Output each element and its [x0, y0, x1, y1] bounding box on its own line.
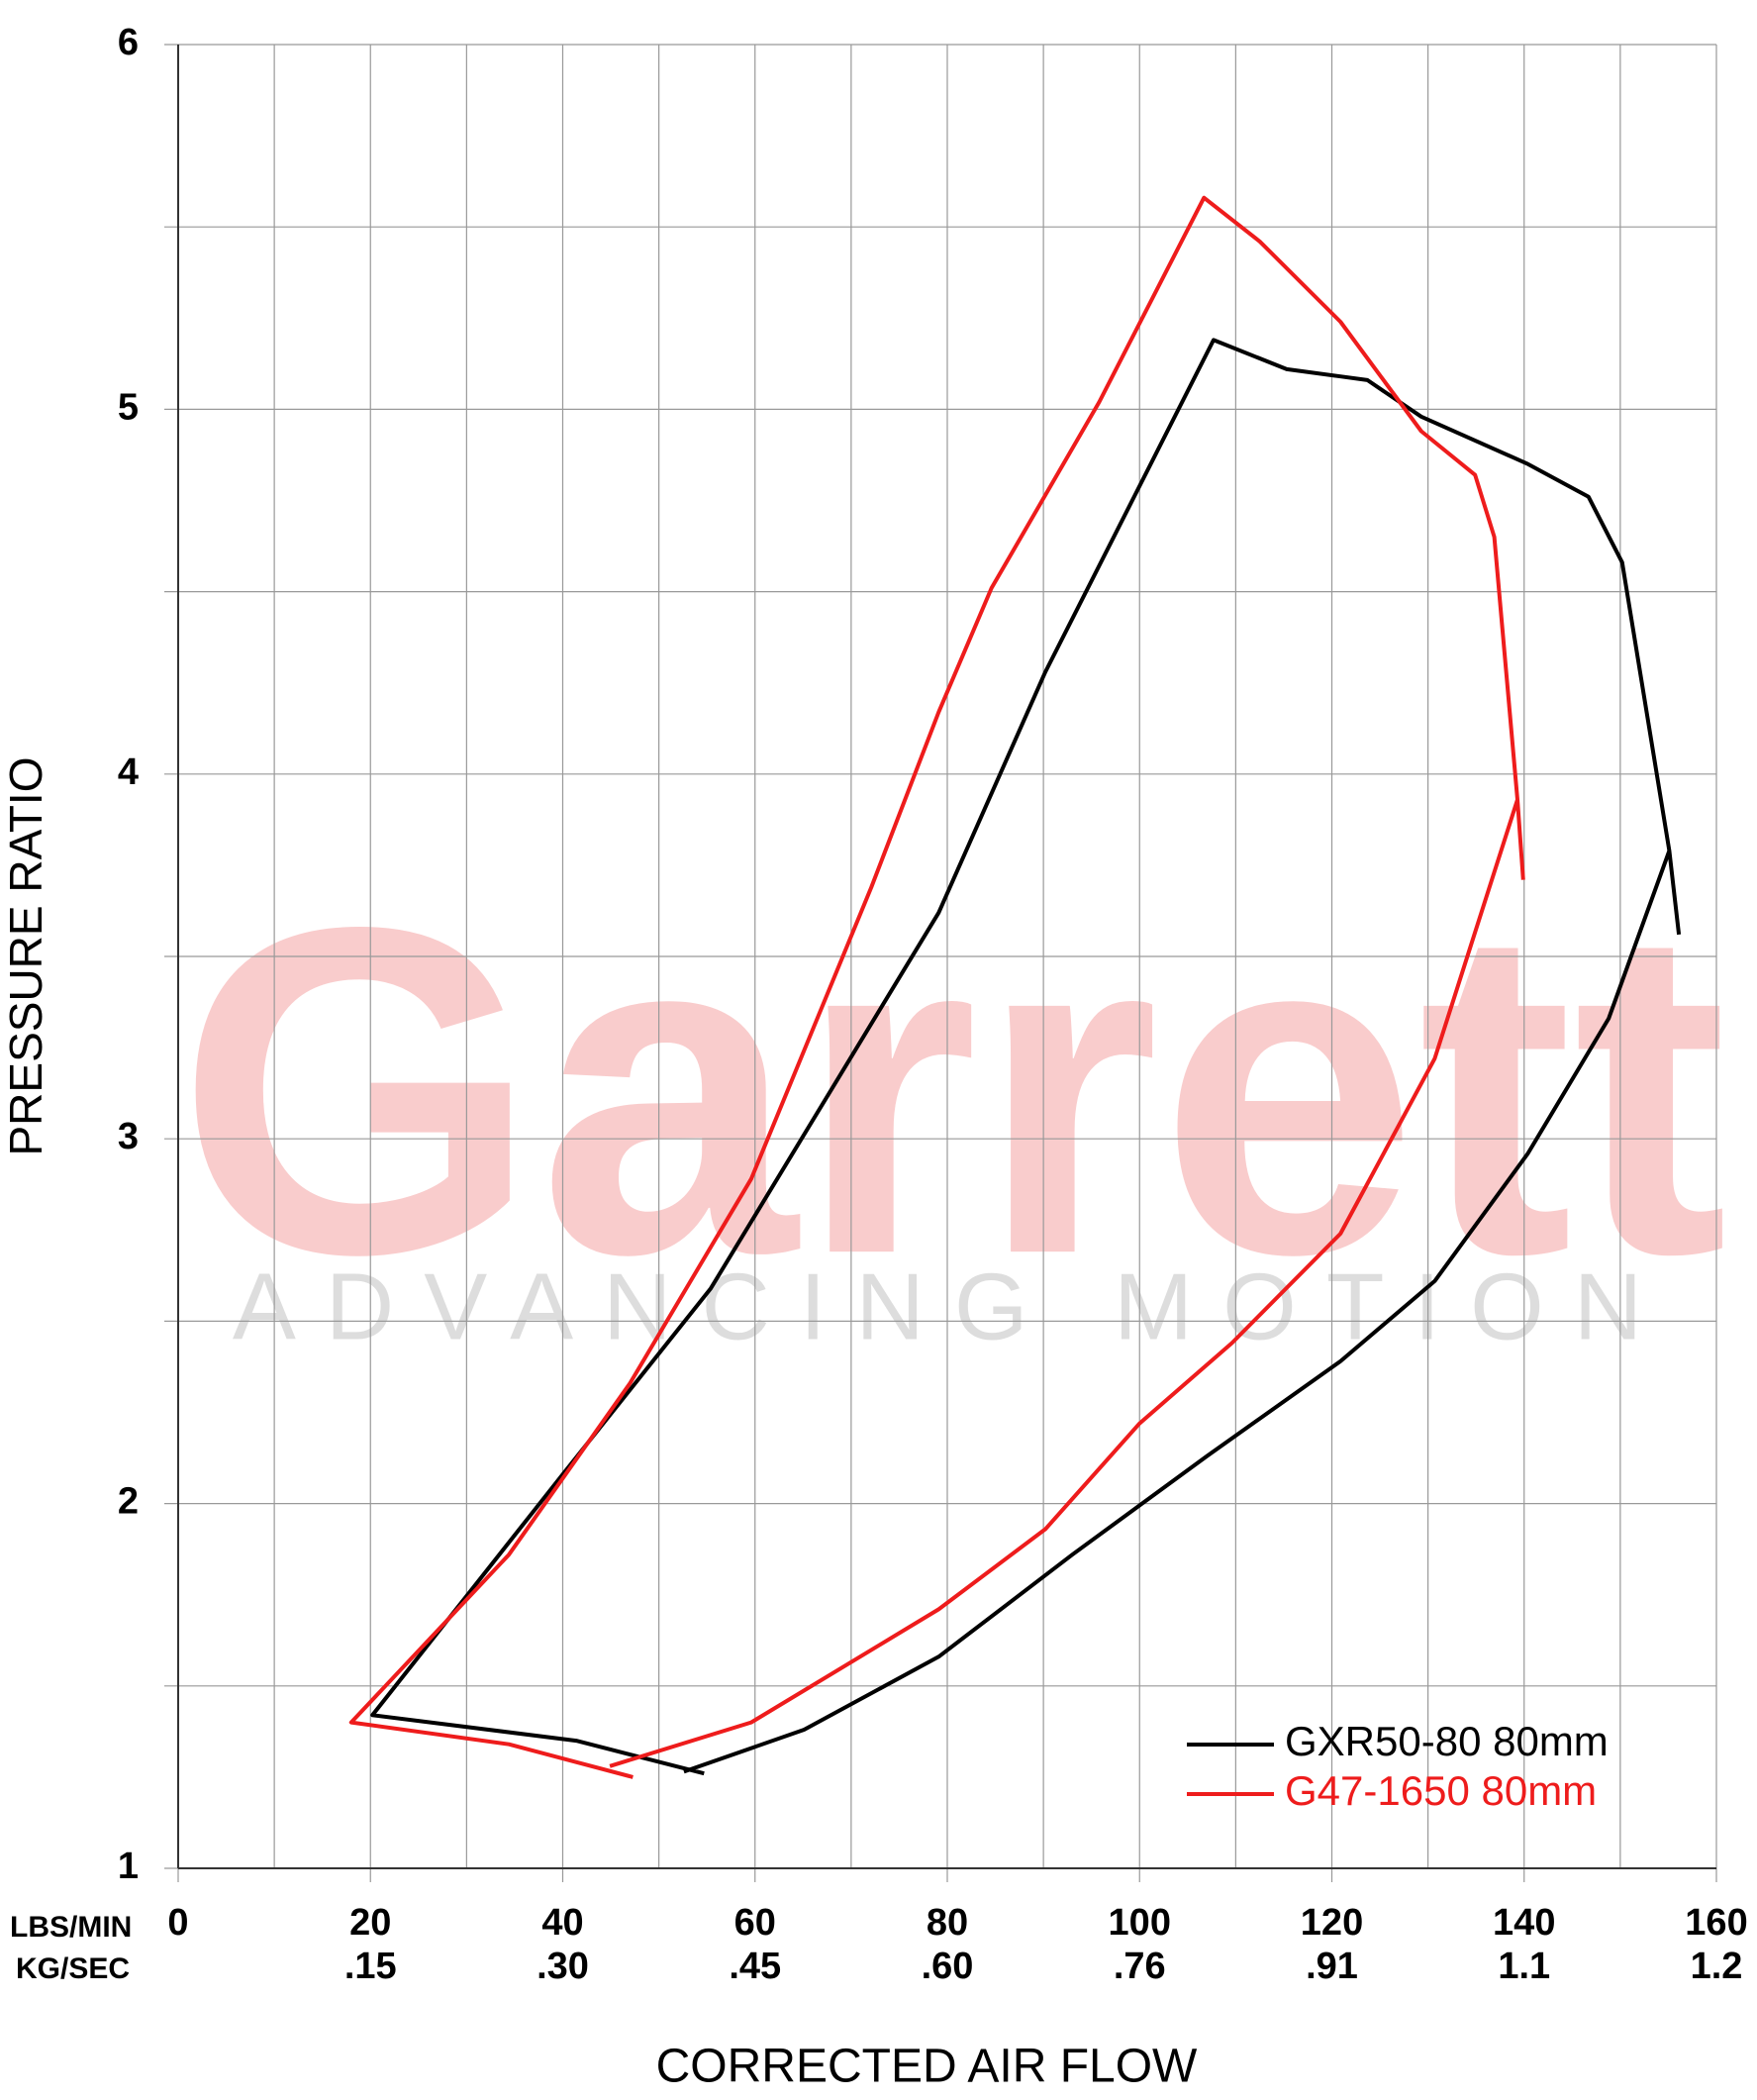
x-tick-label: 100 — [1109, 1902, 1171, 1944]
x-tick-label: 120 — [1301, 1902, 1363, 1944]
y-axis-title: PRESSURE RATIO — [0, 757, 51, 1156]
x-tick-label: 20 — [349, 1902, 391, 1944]
series-line — [370, 338, 1682, 1776]
y-tick-label: 3 — [118, 1116, 139, 1157]
x-tick-label-kg: .45 — [729, 1946, 781, 1987]
x-tick-label: 40 — [541, 1902, 583, 1944]
x-tick-label: 140 — [1493, 1902, 1555, 1944]
x-tick-label: 160 — [1685, 1902, 1747, 1944]
x-tick-label: 80 — [927, 1902, 968, 1944]
y-tick-label: 4 — [118, 751, 139, 793]
x-tick-label-kg: .76 — [1114, 1946, 1166, 1987]
x-unit-label: LBS/MIN — [10, 1911, 132, 1944]
series-line — [348, 195, 1525, 1779]
watermark-subtitle: ADVANCING MOTION — [233, 1253, 1672, 1359]
legend-label: G47-1650 80mm — [1285, 1767, 1597, 1814]
x-tick-label: 0 — [167, 1902, 188, 1944]
x-tick-label-kg: .30 — [537, 1946, 589, 1987]
x-tick-label-kg: 1.2 — [1691, 1946, 1743, 1987]
x-tick-label-kg: .60 — [922, 1946, 974, 1987]
x-unit-label: KG/SEC — [16, 1952, 130, 1985]
y-tick-label: 1 — [118, 1846, 139, 1887]
y-tick-label: 2 — [118, 1481, 139, 1523]
y-tick-label: 5 — [118, 386, 139, 428]
legend-label: GXR50-80 80mm — [1285, 1718, 1609, 1764]
x-tick-label: 60 — [734, 1902, 776, 1944]
y-tick-label: 6 — [118, 22, 139, 63]
x-tick-label-kg: 1.1 — [1498, 1946, 1550, 1987]
x-tick-label-kg: .15 — [344, 1946, 397, 1987]
x-tick-label-kg: .91 — [1306, 1946, 1358, 1987]
x-axis-title: CORRECTED AIR FLOW — [656, 2041, 1198, 2093]
watermark-title: Garrett — [176, 831, 1727, 1350]
